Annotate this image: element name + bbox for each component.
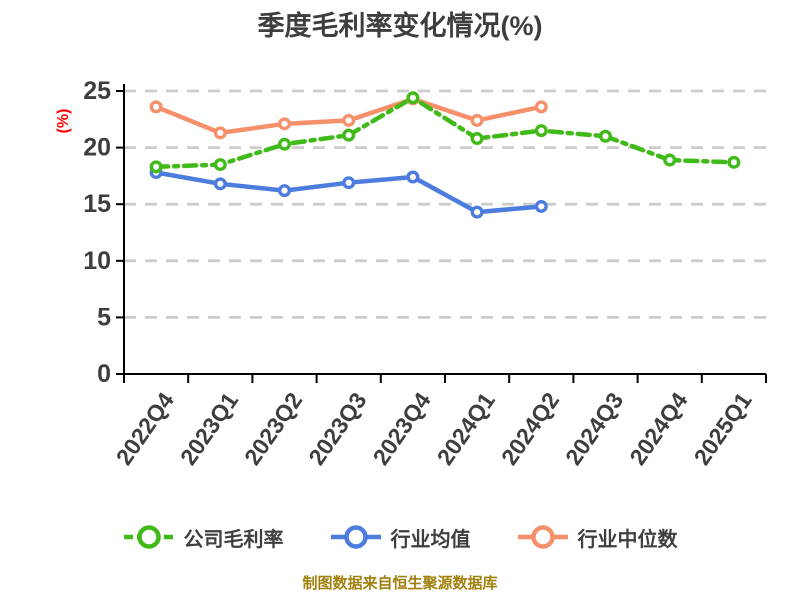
- data-source-note: 制图数据来自恒生聚源数据库: [302, 575, 498, 592]
- legend-label: 行业中位数: [577, 528, 678, 551]
- x-axis-tick-label: 2024Q2: [496, 388, 564, 470]
- data-point-marker: [342, 113, 356, 127]
- data-point-marker: [278, 184, 292, 198]
- legend-line-marker-icon: [123, 525, 174, 549]
- y-axis-tick-label: 10: [83, 247, 111, 275]
- data-point-marker: [534, 100, 548, 114]
- legend: 公司毛利率 行业均值 行业中位数: [0, 518, 800, 556]
- legend-line-marker-icon: [517, 525, 568, 549]
- data-point-marker: [599, 129, 613, 143]
- data-point-marker: [213, 126, 227, 140]
- data-point-marker: [534, 124, 548, 138]
- legend-label: 行业均值: [390, 528, 471, 551]
- legend-line-marker-icon: [330, 525, 381, 549]
- x-axis-tick-label: 2022Q4: [111, 387, 179, 469]
- x-axis-tick-label: 2024Q1: [432, 387, 500, 469]
- data-point-marker: [149, 160, 163, 174]
- y-axis-tick-label: 0: [97, 360, 111, 388]
- data-point-marker: [278, 117, 292, 131]
- chart-title: 季度毛利率变化情况(%): [257, 11, 543, 41]
- y-axis-tick-label: 15: [83, 190, 111, 218]
- data-point-marker: [534, 199, 548, 213]
- y-axis-tick-label: 5: [97, 303, 111, 331]
- data-point-marker: [149, 100, 163, 114]
- legend-label: 公司毛利率: [183, 528, 284, 551]
- data-point-marker: [406, 91, 420, 105]
- legend-item-industry-median[interactable]: 行业中位数: [517, 523, 678, 552]
- data-point-marker: [213, 158, 227, 172]
- data-point-marker: [470, 205, 484, 219]
- data-point-marker: [213, 177, 227, 191]
- series-line-0: [153, 95, 737, 170]
- legend-item-company-gross-margin[interactable]: 公司毛利率: [123, 523, 284, 552]
- x-axis-tick-label: 2024Q3: [560, 388, 628, 470]
- x-axis-tick-label: 2025Q1: [689, 387, 757, 469]
- data-point-marker: [278, 137, 292, 151]
- data-point-marker: [470, 132, 484, 146]
- legend-item-industry-mean[interactable]: 行业均值: [330, 523, 471, 552]
- y-axis-tick-label: 25: [83, 77, 111, 105]
- y-axis-tick-label: 20: [83, 134, 111, 162]
- data-point-marker: [342, 176, 356, 190]
- data-point-marker: [406, 170, 420, 184]
- x-axis-tick-label: 2024Q4: [624, 387, 692, 469]
- x-axis-tick-label: 2023Q3: [303, 388, 371, 470]
- x-axis-tick-label: 2023Q4: [368, 387, 436, 469]
- data-point-marker: [342, 128, 356, 142]
- data-point-marker: [470, 113, 484, 127]
- data-point-marker: [663, 153, 677, 167]
- x-axis-tick-label: 2023Q2: [239, 388, 307, 470]
- x-axis-tick-label: 2023Q1: [175, 387, 243, 469]
- data-point-marker: [727, 155, 741, 169]
